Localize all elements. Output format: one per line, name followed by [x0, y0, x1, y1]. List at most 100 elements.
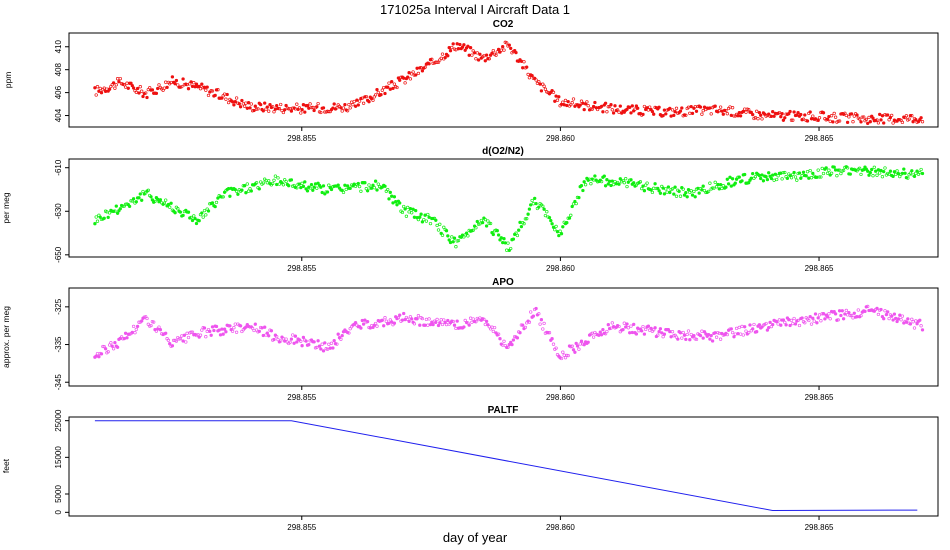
apo-point: [208, 329, 212, 334]
apo-point: [863, 309, 867, 314]
o2n2-point: [561, 225, 565, 229]
apo-point: [365, 319, 370, 324]
o2n2-point: [872, 165, 876, 169]
apo-point: [510, 342, 514, 347]
apo-y-axis-label: approx. per meg: [1, 306, 11, 368]
co2-point: [803, 113, 807, 117]
co2-point: [844, 113, 848, 118]
apo-plot-frame: [68, 287, 939, 387]
co2-point: [474, 57, 478, 61]
co2-point: [386, 85, 390, 89]
co2-point: [443, 55, 447, 60]
apo-point: [315, 345, 319, 350]
paltf-xtick-label: 298.860: [546, 523, 575, 532]
co2-point: [343, 102, 347, 107]
o2n2-point: [721, 184, 725, 188]
o2n2-point: [902, 167, 906, 171]
apo-point: [622, 321, 626, 325]
o2n2-point: [419, 212, 423, 216]
apo-point: [214, 324, 219, 329]
co2-point: [244, 101, 248, 105]
o2n2-point: [420, 220, 425, 224]
co2-point: [505, 41, 509, 45]
apo-point: [95, 351, 100, 356]
o2n2-point: [642, 189, 647, 193]
co2-point: [780, 112, 784, 116]
o2n2-point: [825, 171, 830, 175]
co2-point: [468, 46, 473, 50]
co2-point: [603, 101, 608, 105]
apo-point: [455, 319, 459, 323]
apo-point: [407, 319, 411, 324]
o2n2-point: [221, 195, 225, 199]
o2n2-point: [189, 215, 193, 220]
o2n2-point: [783, 170, 787, 175]
co2-point: [295, 102, 299, 106]
o2n2-ytick-label: -610: [54, 159, 63, 176]
co2-point: [321, 106, 326, 110]
o2n2-point: [121, 204, 125, 208]
o2n2-point: [666, 185, 671, 189]
co2-point: [420, 69, 425, 73]
o2n2-point: [345, 184, 350, 188]
apo-point: [628, 331, 632, 335]
apo-point: [300, 344, 304, 348]
apo-point: [164, 331, 168, 335]
apo-point: [847, 310, 851, 315]
o2n2-point: [438, 222, 442, 226]
o2n2-point: [400, 210, 405, 215]
apo-point: [789, 318, 794, 323]
co2-point: [130, 83, 134, 88]
co2-point: [99, 91, 104, 95]
co2-ytick-label: 408: [54, 62, 63, 76]
apo-point: [887, 316, 891, 321]
co2-point: [674, 106, 679, 110]
co2-point: [414, 73, 418, 77]
o2n2-point: [629, 178, 633, 182]
co2-point: [246, 101, 251, 105]
apo-point: [570, 344, 574, 348]
apo-point: [221, 332, 225, 336]
co2-point: [672, 113, 676, 118]
o2n2-point: [529, 203, 533, 207]
o2n2-point: [475, 219, 479, 224]
paltf-plot-frame: [68, 416, 939, 517]
co2-point: [411, 70, 415, 74]
o2n2-point: [607, 179, 612, 183]
co2-point: [749, 110, 753, 115]
o2n2-point: [757, 173, 762, 178]
o2n2-point: [606, 182, 610, 186]
apo-point: [102, 344, 106, 349]
o2n2-point: [910, 169, 914, 173]
co2-point: [585, 100, 589, 104]
o2n2-point: [603, 184, 608, 188]
o2n2-point: [131, 197, 136, 201]
apo-point: [416, 314, 421, 318]
o2n2-point: [617, 182, 621, 186]
apo-point: [384, 319, 388, 323]
o2n2-point: [570, 204, 574, 209]
co2-point: [578, 103, 582, 107]
co2-point: [402, 76, 406, 80]
co2-point: [610, 108, 614, 112]
apo-point: [629, 324, 633, 328]
co2-point: [769, 114, 774, 119]
o2n2-point: [673, 185, 677, 189]
o2n2-point: [93, 222, 97, 226]
co2-point: [137, 91, 141, 95]
apo-point: [97, 355, 101, 359]
o2n2-point: [747, 181, 751, 185]
o2n2-point: [418, 215, 422, 219]
co2-point: [190, 84, 195, 89]
co2-point: [539, 89, 544, 93]
co2-point: [395, 85, 399, 90]
apo-point: [621, 327, 625, 332]
apo-point: [145, 316, 149, 321]
apo-point: [729, 327, 733, 331]
apo-point: [435, 317, 439, 322]
apo-point: [224, 330, 228, 334]
apo-point: [382, 324, 386, 328]
o2n2-point: [284, 179, 288, 184]
o2n2-point: [242, 184, 247, 188]
apo-point: [734, 326, 739, 331]
